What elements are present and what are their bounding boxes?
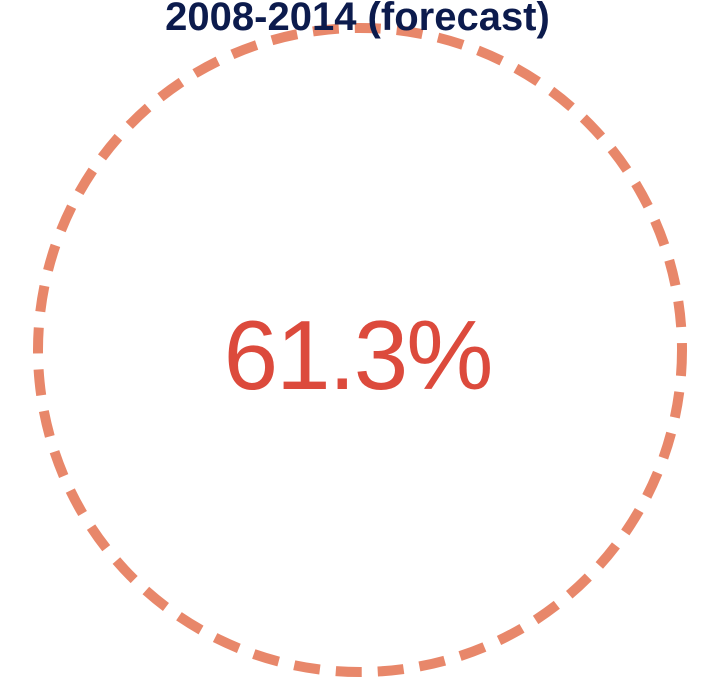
percentage-value: 61.3% bbox=[223, 300, 494, 410]
dashed-ring bbox=[33, 23, 687, 677]
chart-title: 2008-2014 (forecast) bbox=[165, 0, 550, 39]
